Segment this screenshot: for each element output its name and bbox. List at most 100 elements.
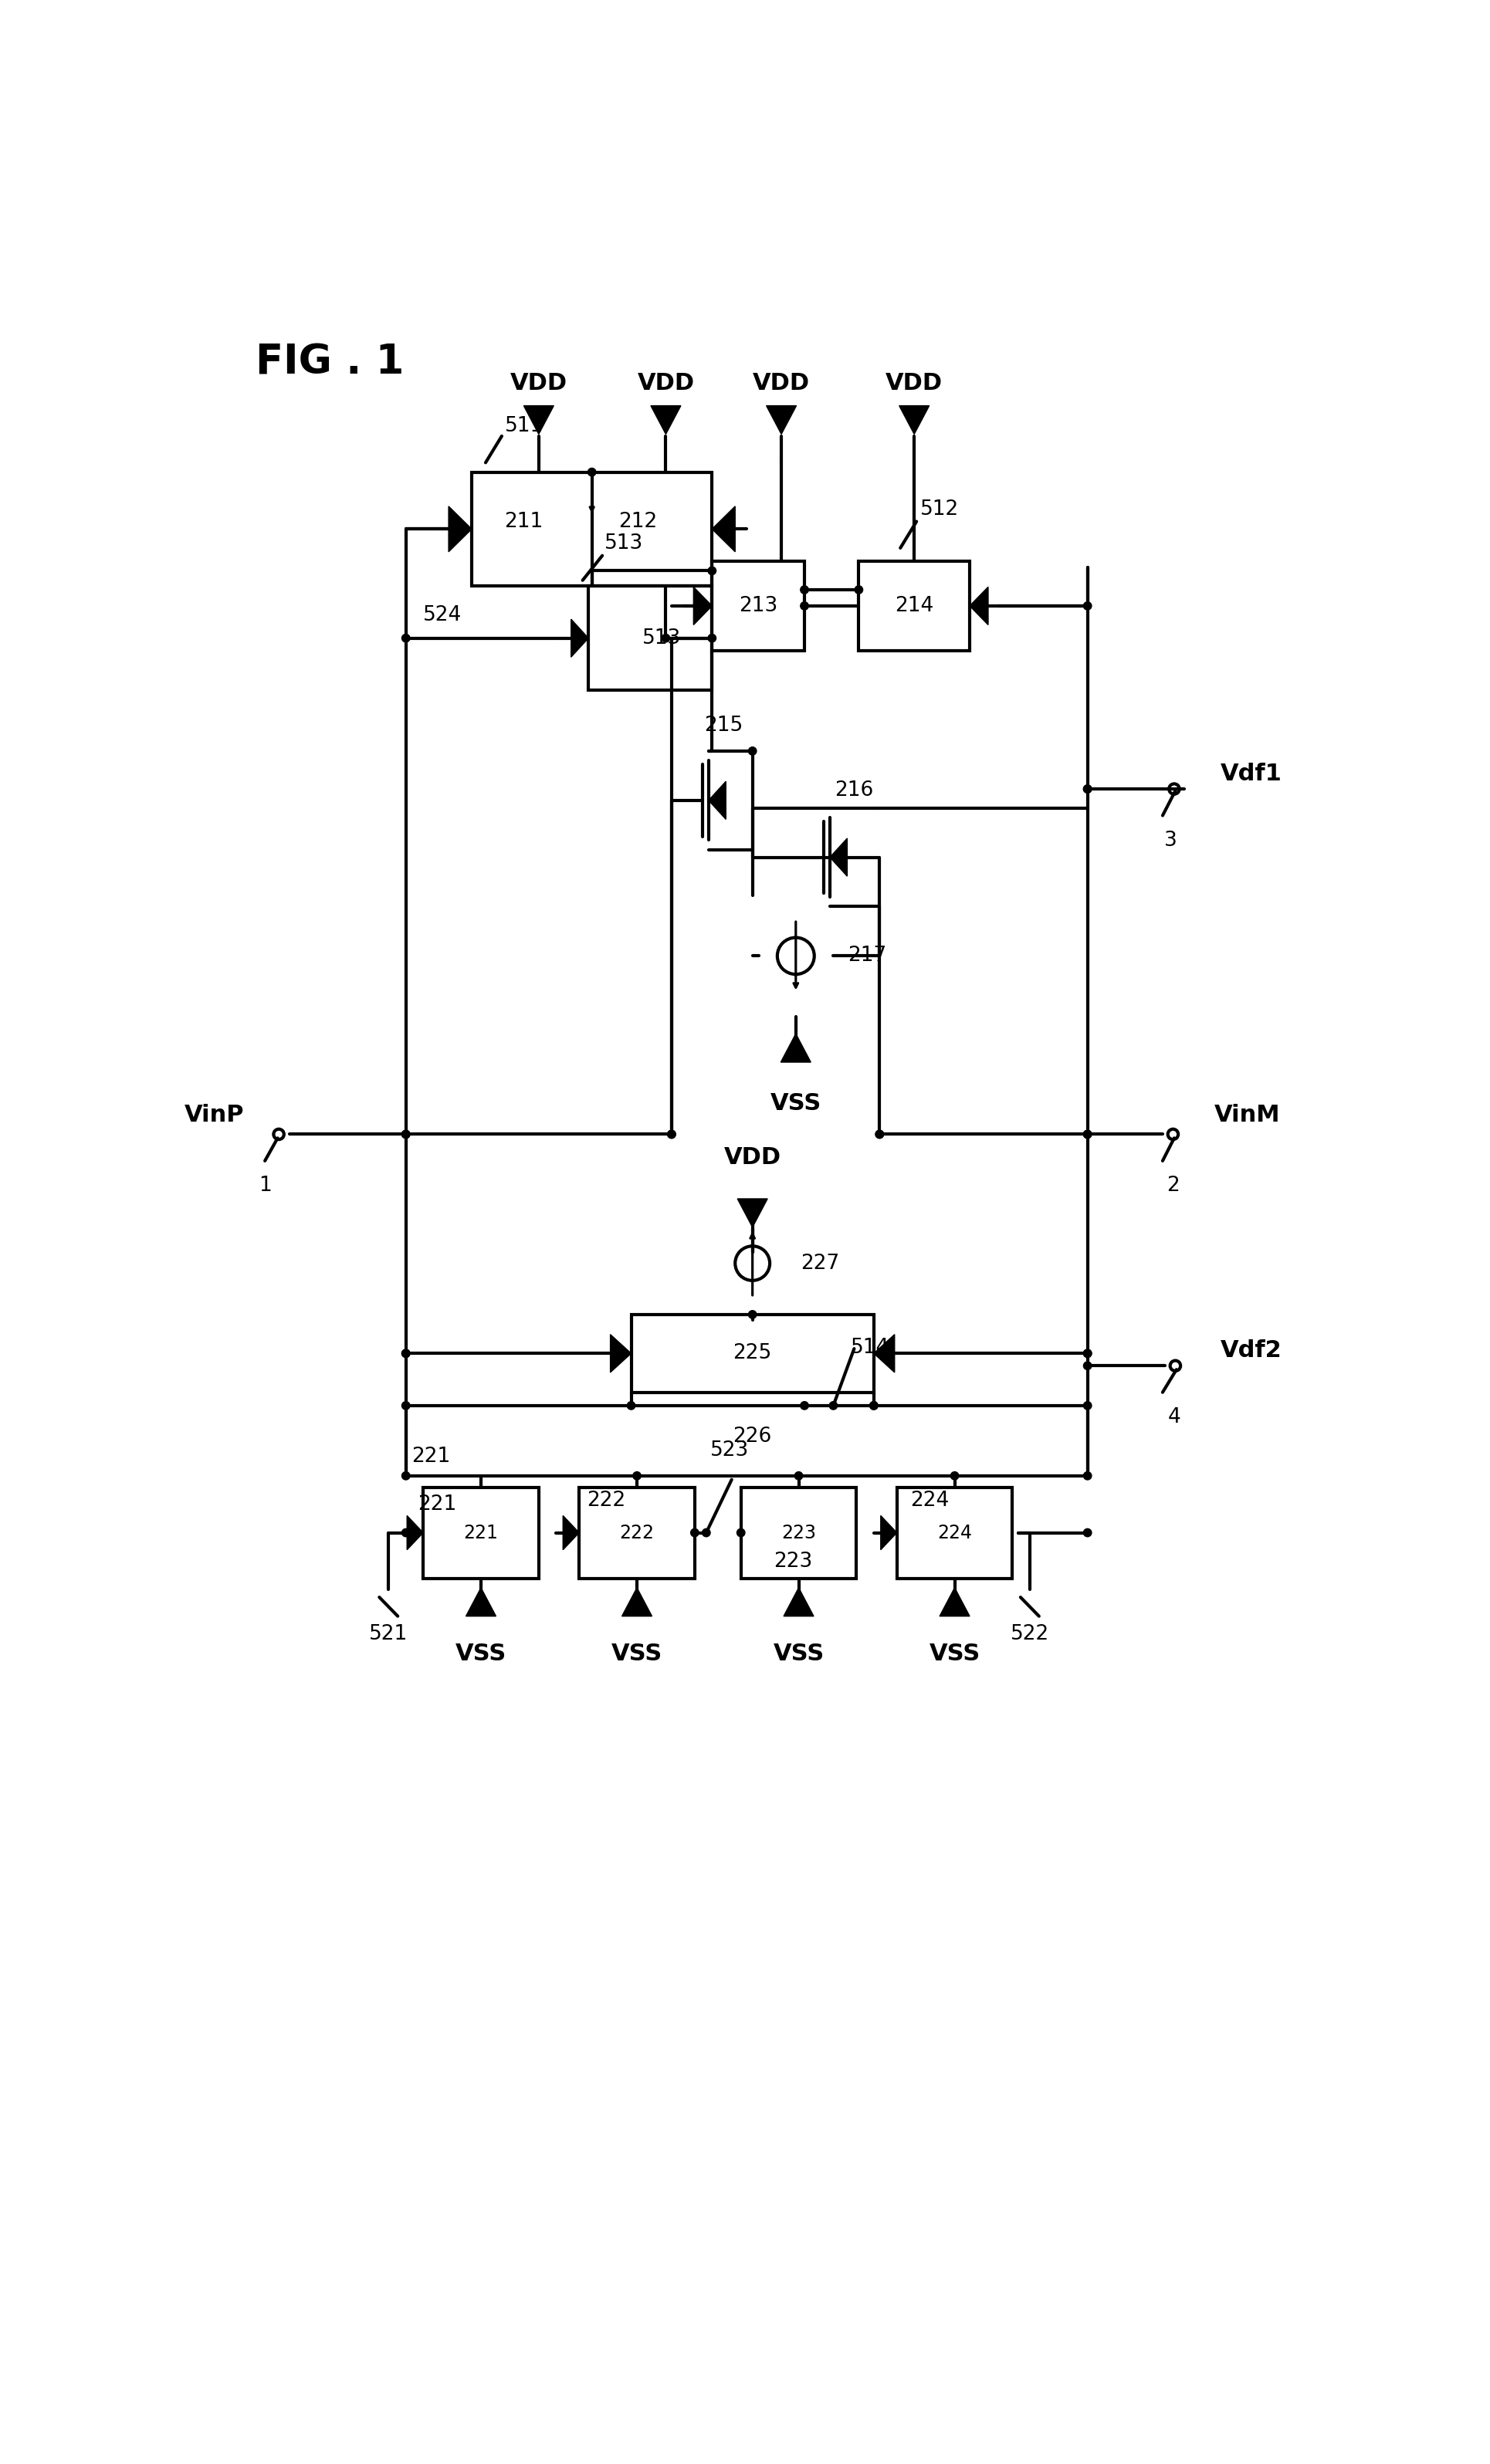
Polygon shape [693,586,712,626]
Bar [578,1488,694,1579]
Text: VinM: VinM [1214,1104,1280,1126]
Polygon shape [563,1515,578,1550]
Text: 215: 215 [703,715,742,737]
Text: Vdf2: Vdf2 [1220,1340,1281,1363]
Bar [741,1488,857,1579]
Text: 522: 522 [1010,1624,1049,1643]
Text: 213: 213 [739,596,778,616]
Circle shape [633,1471,641,1481]
Circle shape [1083,1131,1091,1138]
Polygon shape [738,1200,767,1227]
Text: 223: 223 [773,1552,812,1572]
Circle shape [800,601,808,611]
Circle shape [402,1350,410,1358]
Circle shape [875,1131,884,1138]
Bar [712,562,805,650]
Text: 221: 221 [463,1523,498,1542]
Polygon shape [939,1587,969,1616]
Text: VSS: VSS [770,1092,821,1114]
Circle shape [1083,1528,1091,1538]
Circle shape [1083,601,1091,611]
Text: 521: 521 [370,1624,408,1643]
Text: 225: 225 [733,1343,772,1363]
Circle shape [402,1402,410,1409]
Text: 524: 524 [423,606,462,626]
Text: 221: 221 [411,1446,450,1466]
Circle shape [875,1131,884,1138]
Circle shape [662,633,669,643]
Circle shape [708,633,715,643]
Text: 224: 224 [937,1523,971,1542]
Text: 513: 513 [605,535,644,554]
Circle shape [854,586,863,594]
Polygon shape [830,838,846,877]
Text: VDD: VDD [885,372,942,394]
Text: VDD: VDD [752,372,809,394]
Text: VSS: VSS [928,1643,980,1666]
Text: 3: 3 [1164,830,1177,850]
Circle shape [1083,786,1091,793]
Circle shape [1083,1402,1091,1409]
Text: 217: 217 [848,946,887,966]
Circle shape [708,567,715,574]
Circle shape [1083,1350,1091,1358]
Text: 523: 523 [709,1441,748,1461]
Text: VDD: VDD [636,372,694,394]
Polygon shape [651,407,681,434]
Circle shape [736,1528,745,1538]
Bar [589,586,712,690]
Text: 212: 212 [618,513,657,532]
Text: 512: 512 [919,500,958,520]
Text: 514: 514 [851,1338,890,1358]
Text: 4: 4 [1167,1407,1180,1427]
Polygon shape [609,1335,630,1372]
Polygon shape [881,1515,897,1550]
Text: VDD: VDD [510,372,568,394]
Circle shape [1083,1350,1091,1358]
Circle shape [402,633,410,643]
Text: FIG . 1: FIG . 1 [256,342,404,382]
Circle shape [402,1350,410,1358]
Text: 222: 222 [620,1523,654,1542]
Text: 224: 224 [909,1491,948,1510]
Text: 227: 227 [800,1254,839,1274]
Polygon shape [448,505,471,552]
Bar [423,1488,538,1579]
Circle shape [627,1402,635,1409]
Text: Vdf1: Vdf1 [1220,761,1281,786]
Polygon shape [898,407,928,434]
Circle shape [1083,1363,1091,1370]
Bar [630,1313,873,1392]
Bar [858,562,968,650]
Text: 1: 1 [258,1175,271,1195]
Polygon shape [712,505,735,552]
Text: 221: 221 [417,1496,456,1515]
Circle shape [800,586,808,594]
Circle shape [748,747,755,754]
Text: VSS: VSS [611,1643,662,1666]
Circle shape [1083,786,1091,793]
Polygon shape [873,1335,894,1372]
Text: 511: 511 [505,416,544,436]
Circle shape [402,1528,410,1538]
Circle shape [869,1402,878,1409]
Bar [471,473,712,586]
Polygon shape [621,1587,651,1616]
Text: VSS: VSS [454,1643,507,1666]
Circle shape [951,1471,958,1481]
Text: 222: 222 [586,1491,626,1510]
Polygon shape [571,618,589,658]
Text: 513: 513 [642,628,681,648]
Polygon shape [781,1035,811,1062]
Text: 214: 214 [894,596,933,616]
Text: VDD: VDD [724,1146,781,1168]
Text: 226: 226 [733,1427,772,1446]
Text: VinP: VinP [185,1104,244,1126]
Circle shape [748,1311,755,1318]
Circle shape [668,1131,675,1138]
Text: 216: 216 [834,781,873,801]
Circle shape [690,1528,699,1538]
Circle shape [402,1131,410,1138]
Polygon shape [766,407,796,434]
Circle shape [702,1528,709,1538]
